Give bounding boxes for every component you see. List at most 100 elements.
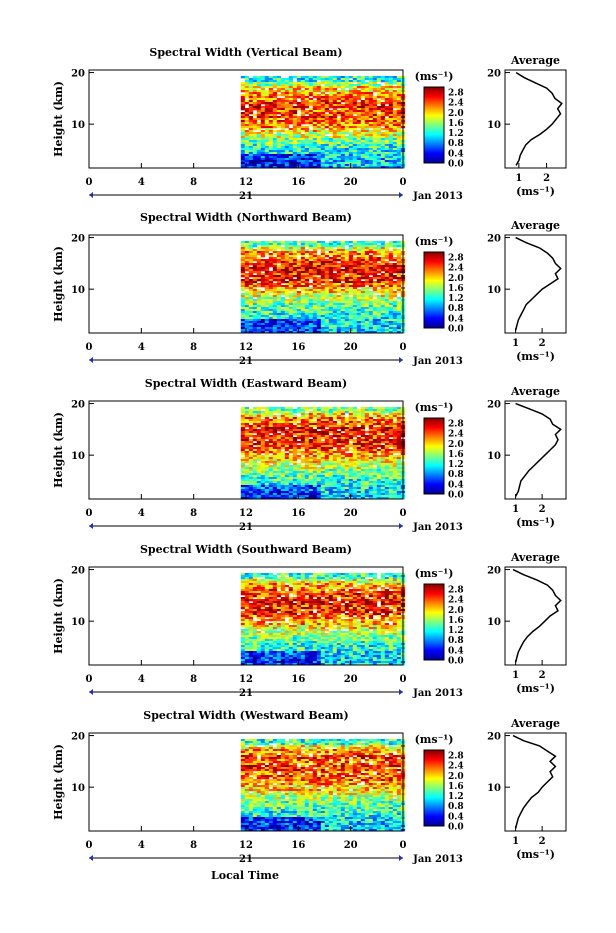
heatmap-cell	[317, 102, 321, 104]
heatmap-cell	[241, 106, 245, 108]
heatmap-cell	[309, 265, 313, 267]
heatmap-cell	[397, 158, 401, 160]
heatmap-cell	[317, 447, 321, 449]
heatmap-cell	[261, 138, 265, 140]
heatmap-cell	[361, 134, 365, 136]
heatmap-cell	[301, 108, 305, 110]
heatmap-cell	[241, 449, 245, 451]
heatmap-cell	[293, 271, 297, 273]
heatmap-cell	[353, 283, 357, 285]
heatmap-cell	[321, 279, 325, 281]
heatmap-cell	[317, 327, 321, 329]
heatmap-cell	[373, 84, 377, 86]
heatmap-cell	[345, 305, 349, 307]
heatmap-cell	[305, 140, 309, 142]
heatmap-cell	[341, 411, 345, 413]
heatmap-cell	[321, 130, 325, 132]
heatmap-cell	[389, 102, 393, 104]
heatmap-cell	[361, 293, 365, 295]
heatmap-cell	[253, 255, 257, 257]
heatmap-cell	[357, 120, 361, 122]
heatmap-cell	[365, 261, 369, 263]
heatmap-cell	[349, 265, 353, 267]
heatmap-cell	[385, 136, 389, 138]
heatmap-cell	[301, 295, 305, 297]
heatmap-cell	[337, 301, 341, 303]
heatmap-cell	[329, 463, 333, 465]
heatmap-cell	[325, 100, 329, 102]
heatmap-cell	[265, 160, 269, 162]
heatmap-cell	[245, 255, 249, 257]
heatmap-cell	[305, 455, 309, 457]
heatmap-cell	[341, 489, 345, 491]
heatmap-cell	[389, 114, 393, 116]
heatmap-cell	[341, 128, 345, 130]
heatmap-cell	[357, 317, 361, 319]
heatmap-cell	[269, 112, 273, 114]
heatmap-cell	[321, 297, 325, 299]
heatmap-cell	[329, 122, 333, 124]
heatmap-cell	[273, 453, 277, 455]
heatmap-cell	[245, 114, 249, 116]
heatmap-cell	[377, 285, 381, 287]
heatmap-cell	[333, 433, 337, 435]
heatmap-cell	[393, 104, 397, 106]
heatmap-cell	[257, 271, 261, 273]
heatmap-cell	[353, 447, 357, 449]
heatmap-cell	[325, 259, 329, 261]
heatmap-cell	[241, 303, 245, 305]
heatmap-cell	[333, 152, 337, 154]
heatmap-cell	[317, 437, 321, 439]
heatmap-cell	[305, 421, 309, 423]
heatmap-cell	[349, 275, 353, 277]
heatmap-cell	[285, 156, 289, 158]
heatmap-cell	[301, 485, 305, 487]
heatmap-cell	[305, 112, 309, 114]
heatmap-cell	[245, 467, 249, 469]
heatmap-cell	[293, 134, 297, 136]
heatmap-cell	[397, 317, 401, 319]
heatmap-cell	[301, 150, 305, 152]
heatmap-cell	[337, 124, 341, 126]
heatmap-cell	[325, 78, 329, 80]
heatmap-cell	[265, 114, 269, 116]
heatmap-cell	[297, 319, 301, 321]
heatmap-cell	[301, 100, 305, 102]
heatmap-cell	[281, 120, 285, 122]
heatmap-cell	[293, 261, 297, 263]
heatmap-cell	[349, 92, 353, 94]
heatmap-cell	[349, 481, 353, 483]
heatmap-cell	[309, 305, 313, 307]
heatmap-cell	[249, 247, 253, 249]
heatmap-cell	[341, 451, 345, 453]
heatmap-cell	[301, 104, 305, 106]
heatmap-cell	[345, 287, 349, 289]
heatmap-cell	[325, 156, 329, 158]
heatmap-cell	[317, 162, 321, 164]
heatmap-cell	[265, 253, 269, 255]
heatmap-cell	[353, 463, 357, 465]
heatmap-cell	[309, 455, 313, 457]
heatmap-cell	[373, 253, 377, 255]
heatmap-cell	[353, 259, 357, 261]
heatmap-cell	[373, 301, 377, 303]
heatmap-cell	[337, 138, 341, 140]
heatmap-cell	[293, 88, 297, 90]
heatmap-cell	[357, 273, 361, 275]
heatmap-cell	[269, 411, 273, 413]
heatmap-cell	[301, 453, 305, 455]
heatmap-cell	[329, 257, 333, 259]
heatmap-cell	[317, 76, 321, 78]
heatmap-cell	[397, 156, 401, 158]
heatmap-cell	[257, 140, 261, 142]
heatmap-cell	[333, 249, 337, 251]
heatmap-cell	[261, 315, 265, 317]
panel-1: Spectral Width (Vertical Beam)2010Height…	[52, 46, 566, 202]
heatmap-cell	[365, 160, 369, 162]
heatmap-cell	[325, 96, 329, 98]
heatmap-cell	[281, 150, 285, 152]
heatmap-cell	[301, 319, 305, 321]
heatmap-cell	[365, 104, 369, 106]
heatmap-cell	[309, 94, 313, 96]
heatmap-cell	[297, 457, 301, 459]
